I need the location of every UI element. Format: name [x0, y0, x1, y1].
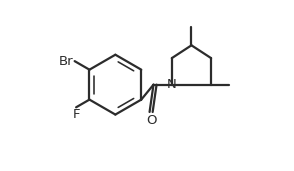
Text: Br: Br — [59, 55, 74, 68]
Text: F: F — [72, 108, 80, 121]
Text: N: N — [167, 78, 177, 91]
Text: O: O — [146, 114, 156, 127]
